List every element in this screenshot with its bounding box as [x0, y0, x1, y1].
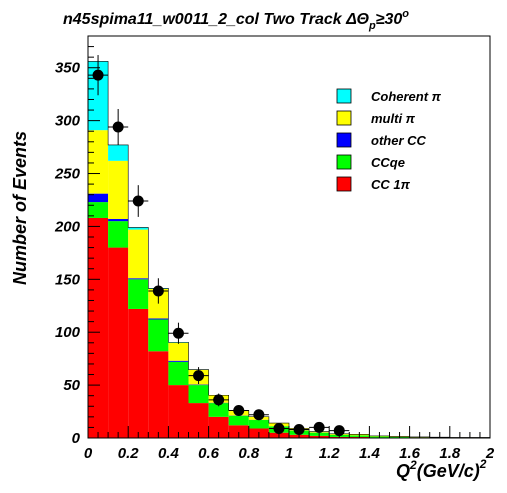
- bar-series4-bin2: [128, 227, 149, 230]
- bar-series0-bin1: [108, 247, 129, 438]
- chart-title-sup: o: [402, 8, 409, 20]
- chart-title-sub: p: [368, 20, 376, 32]
- x-axis: 0 0.2 0.4 0.6 0.8 1 1.2 1.4 1.6 1.8 2: [84, 426, 495, 462]
- x-tick-label: 0.4: [158, 445, 180, 462]
- bar-series1-bin6: [208, 403, 229, 417]
- bar-series3-bin3: [148, 288, 169, 319]
- chart-title-tail: ≥30: [376, 11, 403, 28]
- bar-series2-bin5: [188, 384, 209, 386]
- data-point: [132, 195, 144, 207]
- bar-series0-bin5: [188, 403, 209, 438]
- bar-series2-bin1: [108, 219, 129, 222]
- data-point: [273, 422, 285, 434]
- chart-title-main: n45spima11_w0011_2_col Two Track ΔΘ: [63, 11, 370, 28]
- legend-swatch: [336, 88, 352, 104]
- legend-label: other CC: [371, 133, 427, 148]
- data-point: [92, 69, 104, 81]
- legend-label: CC 1π: [371, 177, 411, 192]
- x-tick-label: 1.2: [319, 445, 341, 462]
- bar-series3-bin4: [168, 342, 189, 361]
- bar-series1-bin8: [248, 420, 269, 429]
- y-tick-label: 0: [72, 430, 81, 447]
- bar-series2-bin3: [148, 318, 169, 320]
- x-tick-label: 1: [285, 445, 293, 462]
- bar-series1-bin5: [188, 385, 209, 404]
- legend-label: CCqe: [371, 155, 405, 170]
- bar-series1-bin1: [108, 221, 129, 248]
- bar-series1-bin2: [128, 279, 149, 309]
- legend-swatch: [336, 154, 352, 170]
- y-axis-label: Number of Events: [10, 131, 30, 285]
- data-point: [333, 425, 345, 437]
- data-point: [172, 327, 184, 339]
- bar-series0-bin3: [148, 351, 169, 438]
- x-tick-label: 2: [485, 445, 495, 462]
- data-point: [213, 394, 225, 406]
- x-axis-label-unit-sup: 2: [479, 457, 487, 471]
- data-point: [112, 121, 124, 133]
- bar-series0-bin6: [208, 416, 229, 438]
- y-axis: 0 50 100 150 200 250 300 350: [54, 46, 100, 447]
- bar-series0-bin0: [88, 217, 109, 438]
- x-axis-label-unit: (GeV/c): [417, 461, 480, 481]
- y-tick-label: 250: [54, 166, 81, 183]
- bar-series0-bin2: [128, 308, 149, 438]
- bar-series1-bin0: [88, 202, 109, 218]
- y-tick-label: 50: [63, 377, 80, 394]
- legend-label: Coherent π: [371, 89, 442, 104]
- data-point: [253, 409, 265, 421]
- data-point: [193, 370, 205, 382]
- data-point: [293, 424, 305, 436]
- legend-swatch: [336, 110, 352, 126]
- stacked-bars: [87, 61, 490, 438]
- x-axis-label-main: Q: [396, 461, 410, 481]
- x-tick-label: 1.6: [399, 445, 421, 462]
- x-tick-label: 0.6: [198, 445, 220, 462]
- bar-series2-bin4: [168, 360, 189, 362]
- bar-series2-bin2: [128, 278, 149, 280]
- bar-series0-bin4: [168, 385, 189, 438]
- data-point: [233, 404, 245, 416]
- bar-series0-bin7: [228, 425, 249, 438]
- x-tick-label: 0: [84, 445, 93, 462]
- data-point: [313, 421, 325, 433]
- x-axis-label-sup: 2: [409, 458, 417, 472]
- data-points: [88, 55, 350, 437]
- data-point: [152, 285, 164, 297]
- bar-series4-bin1: [108, 144, 129, 161]
- bar-series1-bin7: [228, 415, 249, 426]
- y-tick-label: 200: [54, 218, 81, 235]
- bar-series2-bin0: [88, 193, 109, 203]
- x-tick-label: 0.2: [118, 445, 140, 462]
- x-tick-label: 1.4: [359, 445, 381, 462]
- bar-series1-bin4: [168, 361, 189, 386]
- legend-swatch: [336, 132, 352, 148]
- y-tick-label: 350: [55, 60, 81, 77]
- x-axis-label: Q2(GeV/c)2: [396, 457, 487, 481]
- bar-series3-bin0: [88, 130, 109, 194]
- legend-label: multi π: [371, 111, 416, 126]
- y-tick-label: 150: [55, 271, 81, 288]
- legend: Coherent π multi π other CC CCqe CC 1π: [336, 88, 442, 192]
- y-tick-label: 300: [55, 113, 81, 130]
- x-tick-label: 0.8: [238, 445, 260, 462]
- y-tick-label: 100: [55, 324, 81, 341]
- chart-title: n45spima11_w0011_2_col Two Track ΔΘp≥30o: [63, 8, 409, 32]
- bar-series3-bin1: [108, 160, 129, 220]
- x-tick-label: 1.8: [439, 445, 461, 462]
- legend-swatch: [336, 176, 352, 192]
- bar-series3-bin2: [128, 229, 149, 279]
- bar-series1-bin3: [148, 319, 169, 352]
